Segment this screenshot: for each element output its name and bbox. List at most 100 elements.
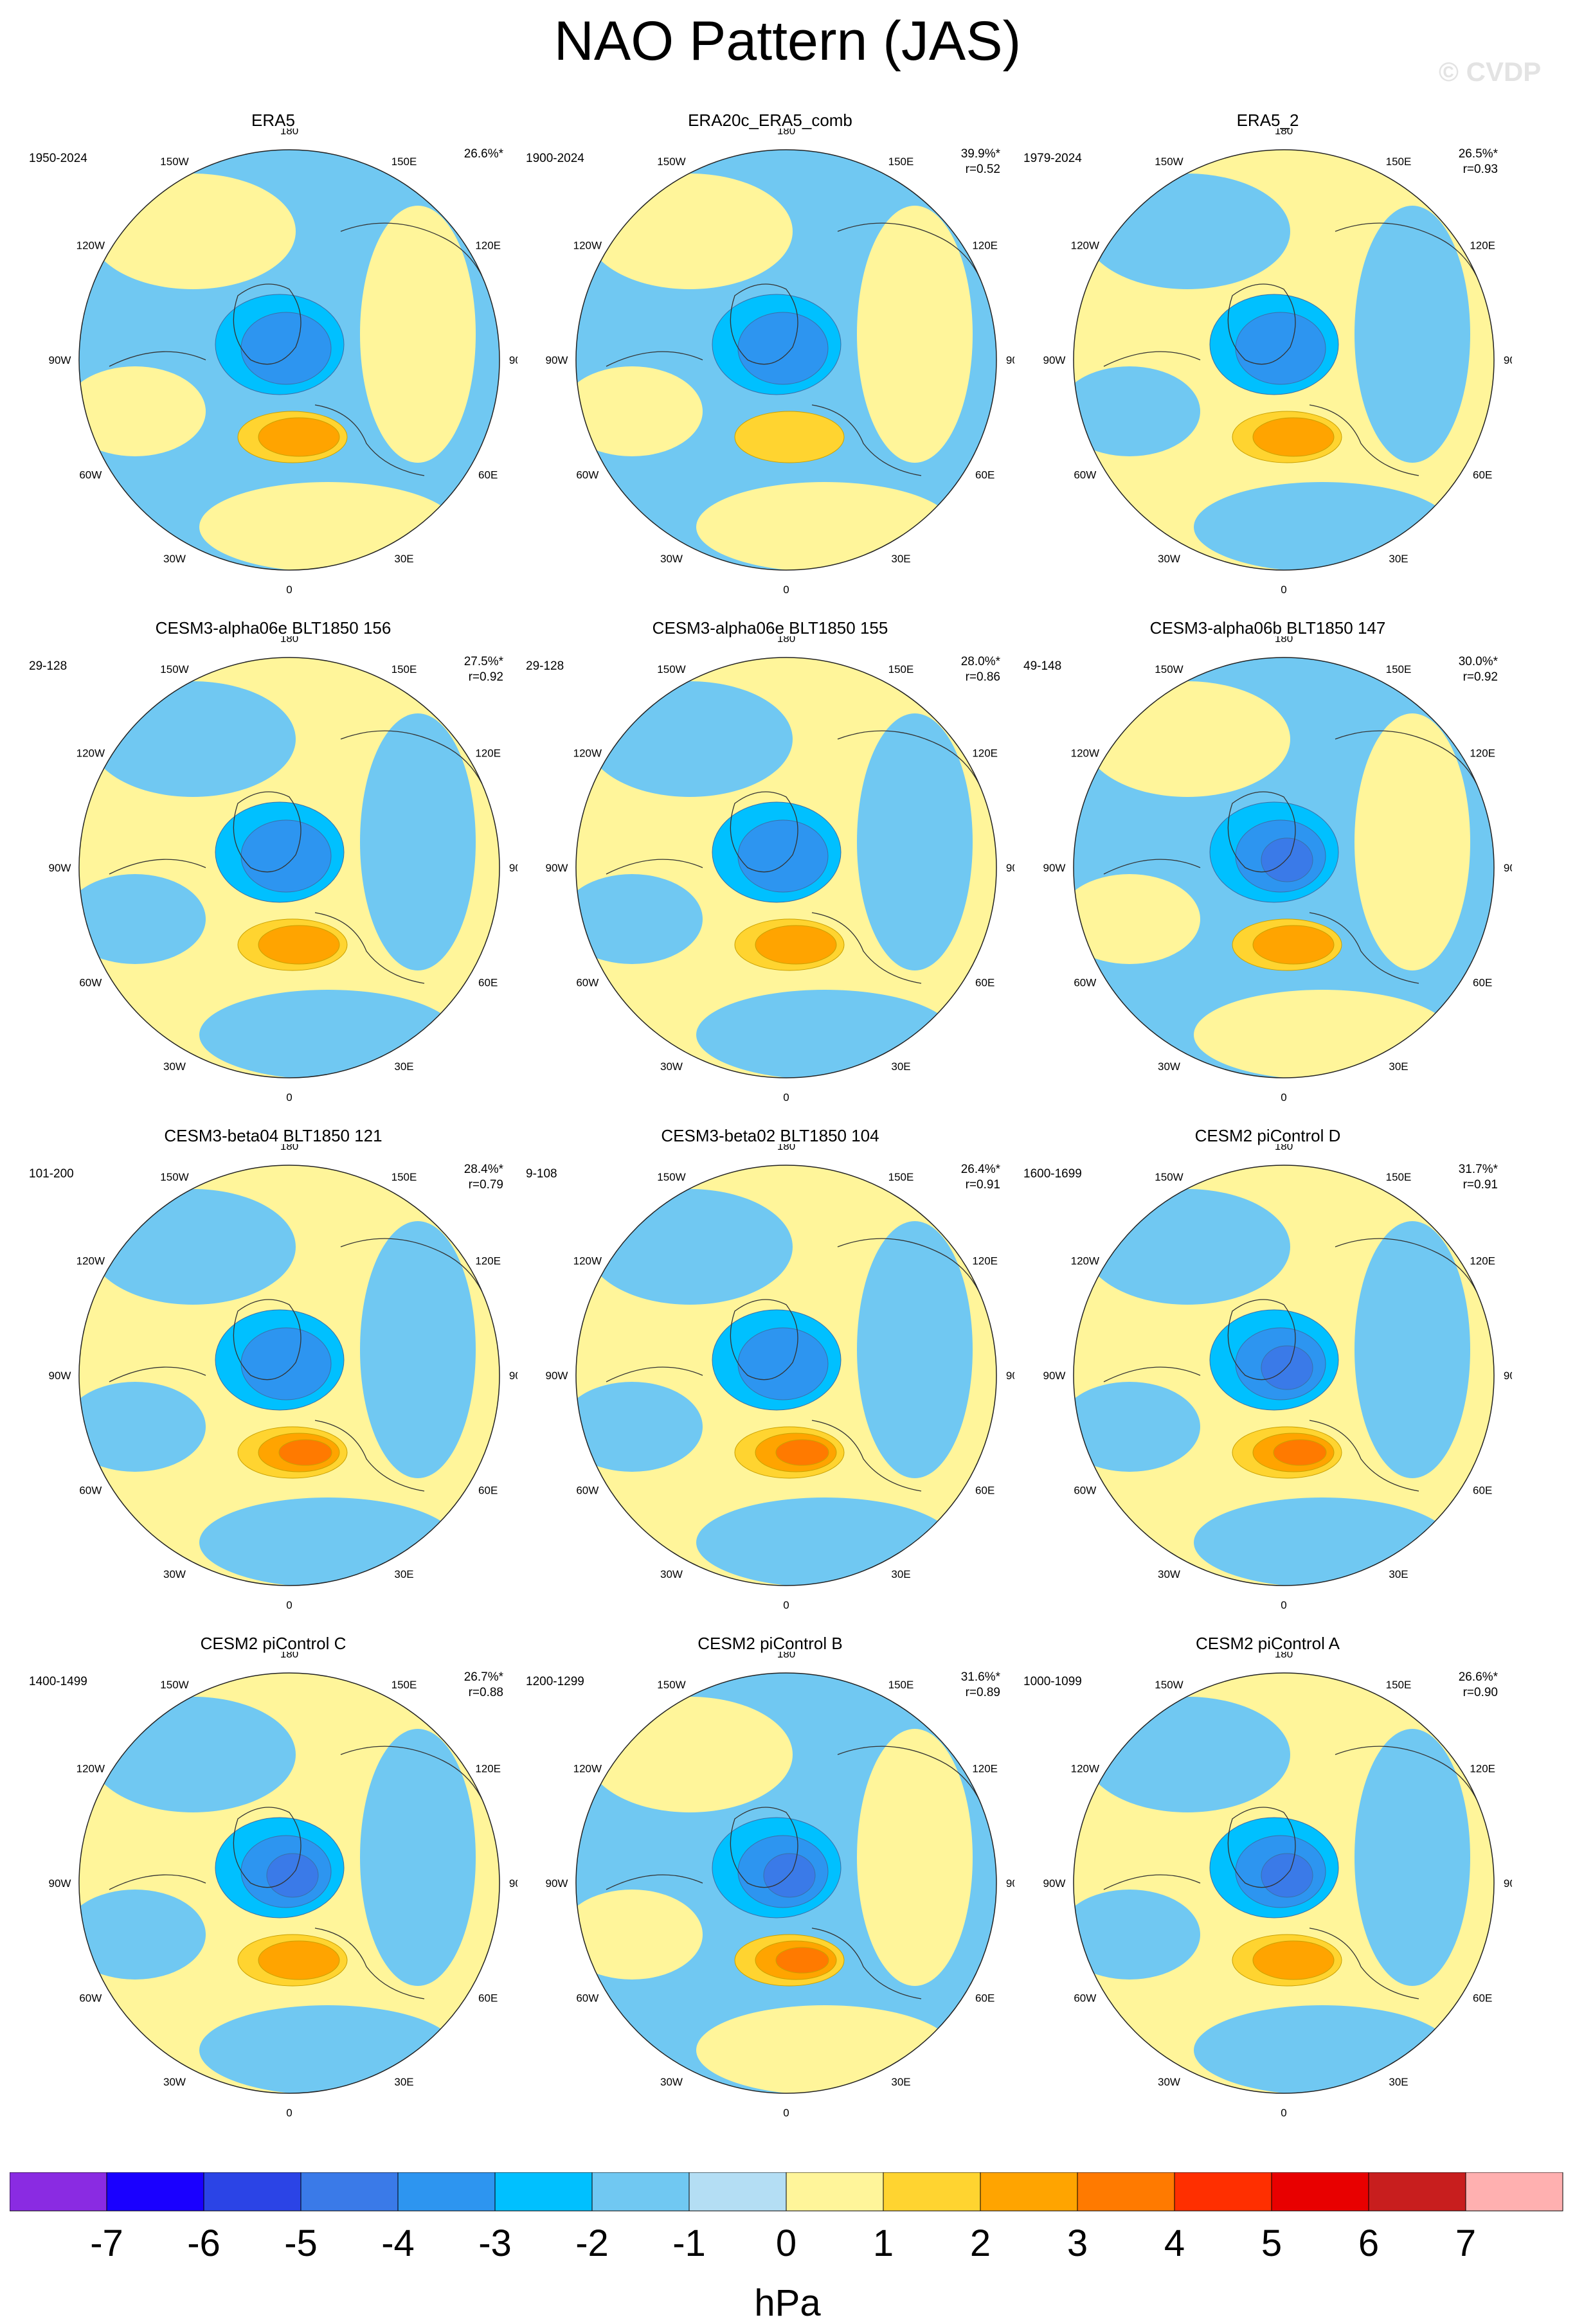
map-panel: ERA5 1950-2024 26.6%* 180 150E 120E 90E 60E 30E 0… xyxy=(29,109,518,617)
positive-anomaly-contour xyxy=(278,1439,332,1466)
longitude-label: 90W xyxy=(1043,1877,1066,1890)
colorbar-swatch xyxy=(1271,2172,1369,2212)
longitude-label: 90E xyxy=(1504,1370,1512,1382)
panel-period: 1900-2024 xyxy=(526,152,584,165)
map-panel: CESM3-alpha06e BLT1850 156 29-128 27.5%* r=… xyxy=(29,617,518,1125)
longitude-label: 60E xyxy=(478,469,498,481)
map-panel: CESM3-alpha06e BLT1850 155 29-128 28.0%* r=… xyxy=(526,617,1014,1125)
colorbar-swatch xyxy=(883,2172,981,2212)
polar-map: 180 150E 120E 90E 60E 30E 0 30W 60W 90W 120W 150W xyxy=(49,1144,518,1611)
anomaly-region xyxy=(1084,174,1290,289)
longitude-label: 150E xyxy=(888,1171,914,1183)
longitude-label: 30E xyxy=(1389,1060,1408,1073)
longitude-label: 30W xyxy=(1158,553,1180,565)
positive-anomaly-contour xyxy=(1252,1940,1335,1980)
colorbar-tick-label: -3 xyxy=(478,2222,512,2264)
longitude-label: 30W xyxy=(1158,2076,1180,2088)
longitude-label: 180 xyxy=(777,1652,795,1660)
longitude-label: 120E xyxy=(1470,747,1495,760)
polar-map: 180 150E 120E 90E 60E 30E 0 30W 60W 90W 120W 150W xyxy=(1043,129,1512,596)
map-border xyxy=(1073,1672,1495,2094)
map-border xyxy=(1073,149,1495,571)
anomaly-region xyxy=(696,1497,953,1586)
panel-period: 1600-1699 xyxy=(1023,1167,1082,1181)
negative-anomaly-contour xyxy=(1261,837,1313,882)
panel-stats: 31.7%* r=0.91 xyxy=(1459,1162,1498,1193)
longitude-label: 150W xyxy=(657,1679,685,1691)
negative-anomaly-contour xyxy=(240,312,332,385)
negative-anomaly-contour xyxy=(240,819,332,893)
longitude-label: 120W xyxy=(573,747,602,760)
longitude-label: 120W xyxy=(573,1255,602,1267)
anomaly-region xyxy=(79,874,206,964)
longitude-label: 120W xyxy=(1071,747,1099,760)
longitude-label: 120W xyxy=(1071,1255,1099,1267)
variance-explained: 31.6%* xyxy=(960,1670,1000,1684)
pattern-correlation: r=0.88 xyxy=(468,1686,503,1699)
anomaly-region xyxy=(857,713,973,970)
variance-explained: 26.6%* xyxy=(464,147,503,161)
panel-stats: 27.5%* r=0.92 xyxy=(464,654,503,685)
longitude-label: 90E xyxy=(1504,1877,1512,1890)
longitude-label: 150W xyxy=(160,1679,188,1691)
colorbar: -7 -6 -5 -4 -3 -2 -1 0 1 2 3 4 5 6 7 xyxy=(10,2172,1563,2264)
colorbar-swatch xyxy=(397,2172,496,2212)
panel-title: CESM3-beta04 BLT1850 121 xyxy=(164,1126,382,1145)
colorbar-swatch xyxy=(1077,2172,1175,2212)
longitude-label: 150W xyxy=(1155,156,1183,168)
positive-anomaly-contour xyxy=(775,1439,829,1466)
longitude-label: 90W xyxy=(1043,354,1066,366)
longitude-label: 60E xyxy=(478,1485,498,1497)
longitude-label: 30E xyxy=(1389,1568,1408,1580)
longitude-label: 150E xyxy=(392,663,417,675)
map-border xyxy=(78,657,500,1078)
panel-period: 29-128 xyxy=(526,659,564,673)
longitude-label: 120E xyxy=(475,1763,501,1775)
longitude-label: 30E xyxy=(891,1060,910,1073)
longitude-label: 30E xyxy=(1389,553,1408,565)
anomaly-region xyxy=(587,1697,793,1812)
anomaly-region xyxy=(1354,206,1470,463)
longitude-label: 150E xyxy=(392,1171,417,1183)
panel-title: ERA5 xyxy=(251,111,295,130)
variance-explained: 39.9%* xyxy=(960,147,1000,161)
longitude-label: 90E xyxy=(1504,354,1512,366)
longitude-label: 90E xyxy=(509,1370,518,1382)
panel-title: CESM2 piControl B xyxy=(698,1634,843,1653)
positive-anomaly-contour xyxy=(258,925,340,965)
coastline xyxy=(109,1746,483,1999)
anomaly-region xyxy=(90,1189,296,1305)
colorbar-units: hPa xyxy=(754,2282,821,2324)
pattern-correlation: r=0.91 xyxy=(1462,1178,1498,1192)
watermark: © CVDP xyxy=(1439,57,1542,87)
longitude-label: 60W xyxy=(576,1485,598,1497)
anomaly-region xyxy=(576,874,703,964)
map-panel: CESM3-beta04 BLT1850 121 101-200 28.4%* r=0… xyxy=(29,1125,518,1632)
longitude-label: 150W xyxy=(657,1171,685,1183)
longitude-label: 60W xyxy=(79,1992,102,2005)
longitude-label: 30W xyxy=(660,1060,683,1073)
panel-title: CESM3-beta02 BLT1850 104 xyxy=(661,1126,879,1145)
panel-stats: 28.4%* r=0.79 xyxy=(464,1162,503,1193)
panel-period: 49-148 xyxy=(1023,659,1062,673)
negative-anomaly-contour xyxy=(1261,1345,1313,1390)
longitude-label: 150W xyxy=(160,663,188,675)
negative-anomaly-contour xyxy=(1261,1853,1313,1898)
pattern-correlation: r=0.91 xyxy=(965,1178,1000,1192)
panel-period: 1979-2024 xyxy=(1023,152,1082,165)
longitude-label: 90E xyxy=(1504,862,1512,874)
panel-period: 1400-1499 xyxy=(29,1675,87,1688)
page-title: NAO Pattern (JAS) xyxy=(554,10,1022,72)
longitude-label: 0 xyxy=(286,1091,292,1104)
panel-title: CESM2 piControl A xyxy=(1196,1634,1340,1653)
panel-stats: 26.6%* xyxy=(464,147,503,162)
colorbar-tick-label: 7 xyxy=(1455,2222,1476,2264)
anomaly-region xyxy=(1084,681,1290,797)
pattern-correlation: r=0.52 xyxy=(965,163,1000,176)
colorbar-swatch xyxy=(300,2172,399,2212)
longitude-label: 30W xyxy=(163,1568,186,1580)
longitude-label: 0 xyxy=(783,1599,789,1611)
polar-map: 180 150E 120E 90E 60E 30E 0 30W 60W 90W 120W 150W xyxy=(49,129,518,596)
panel-stats: 26.5%* r=0.93 xyxy=(1459,147,1498,177)
longitude-label: 150E xyxy=(1386,663,1412,675)
